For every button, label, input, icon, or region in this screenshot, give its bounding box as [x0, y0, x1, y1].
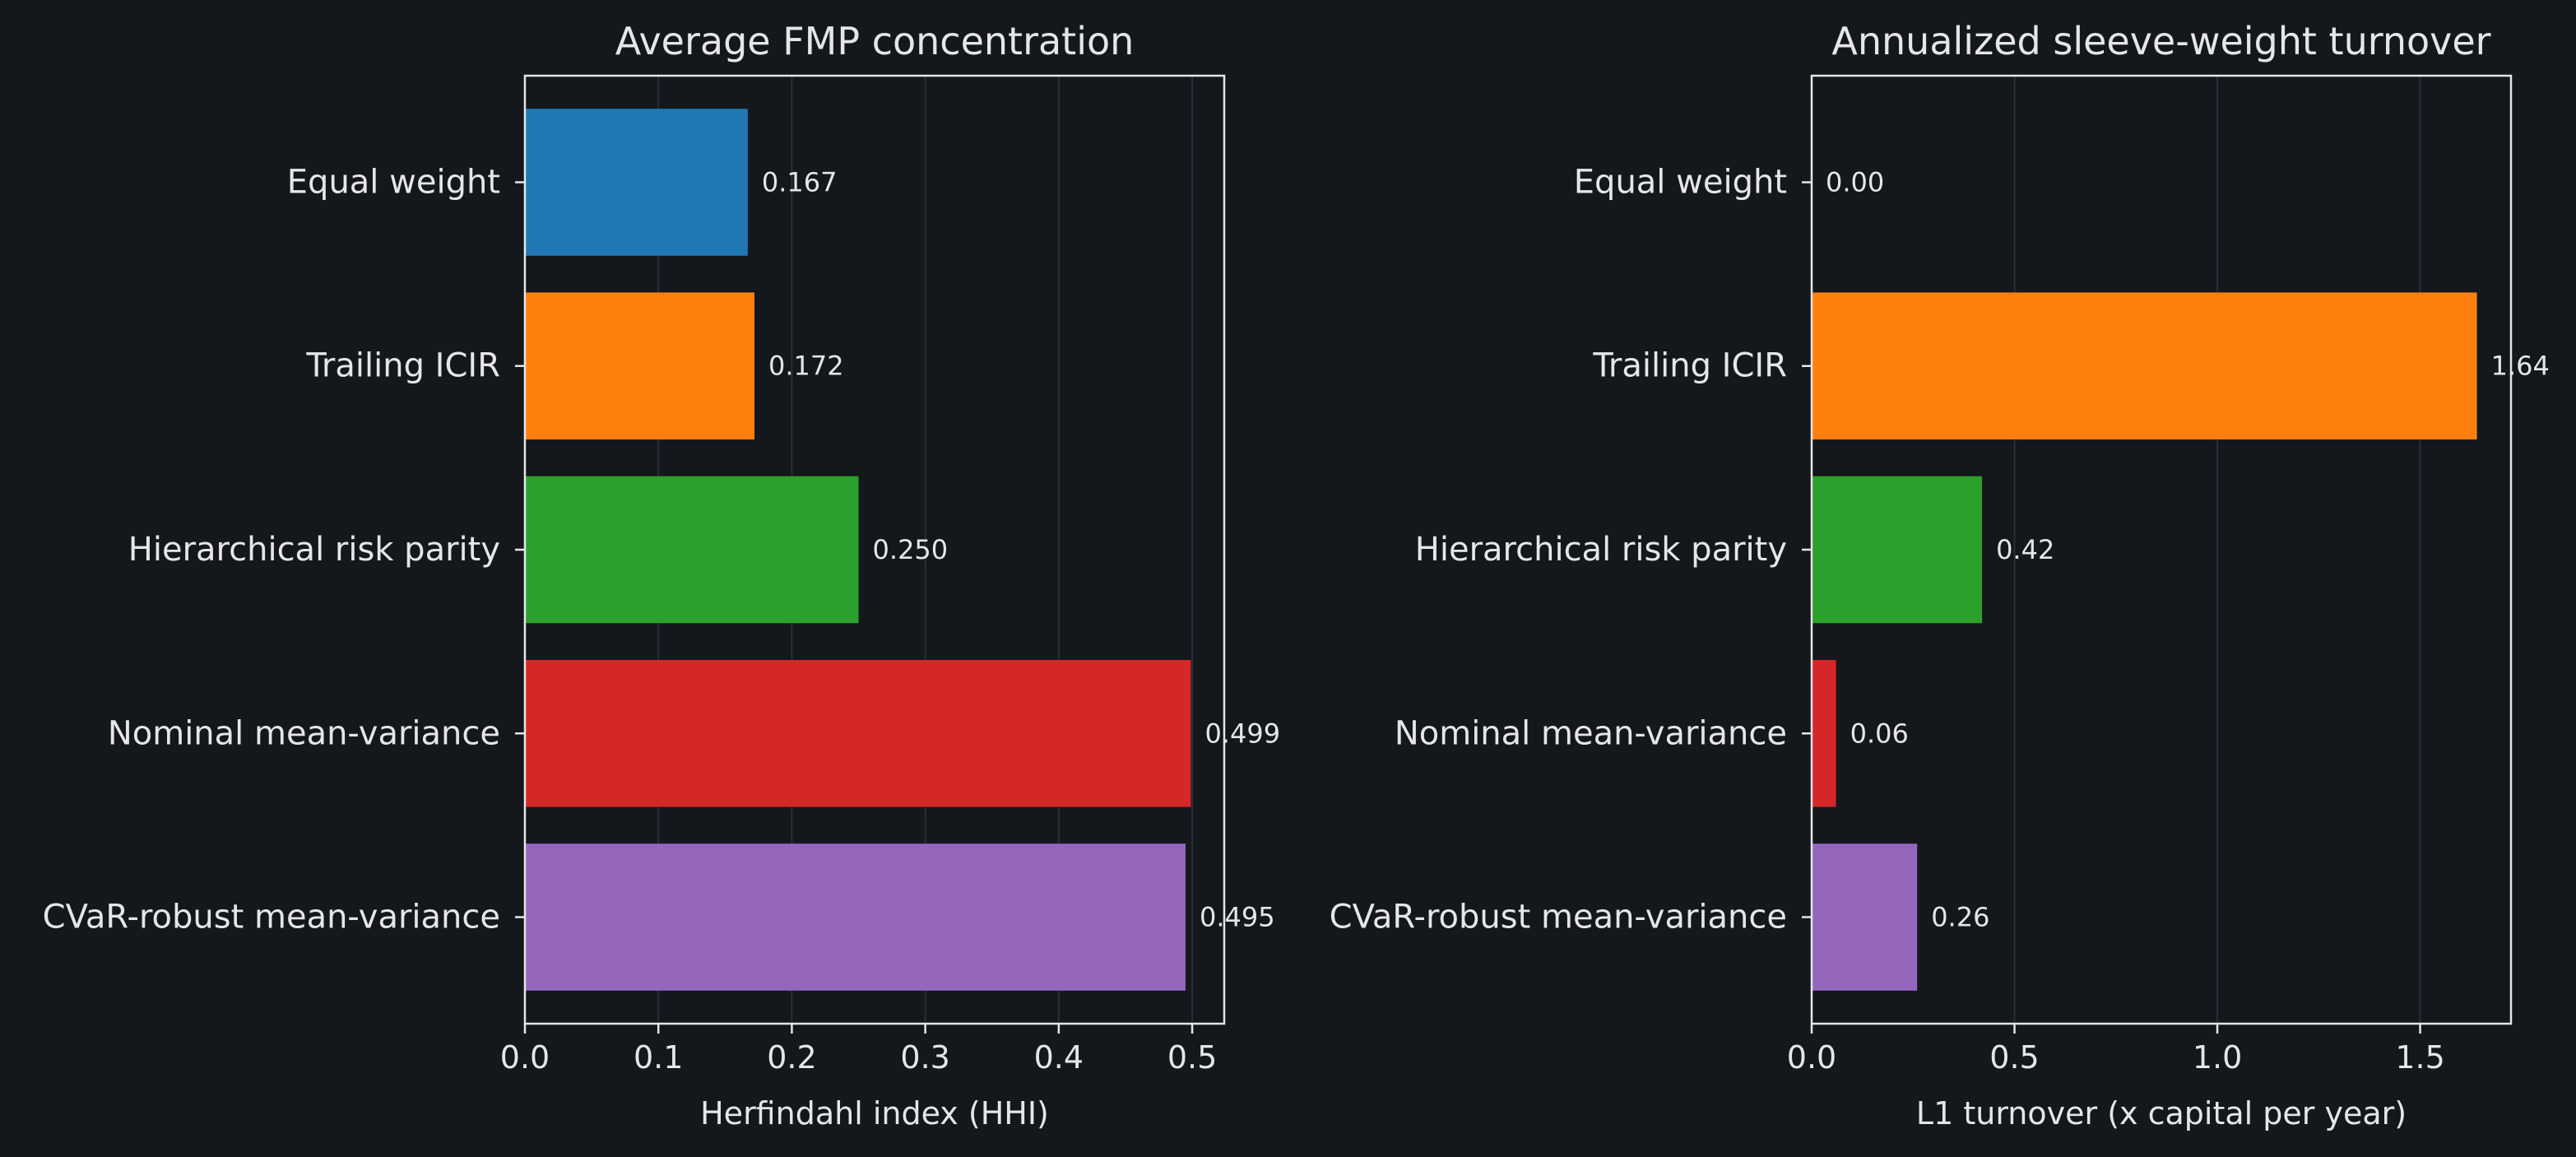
y-tick-label: Trailing ICIR — [1592, 347, 1787, 385]
data-label: 0.250 — [873, 534, 949, 565]
data-label: 0.495 — [1200, 902, 1275, 933]
data-label: 0.42 — [1996, 534, 2054, 565]
bar — [1812, 659, 1836, 807]
data-label: 1.64 — [2491, 351, 2550, 382]
bar — [525, 109, 748, 256]
plot-frame — [523, 74, 1226, 1025]
data-label: 0.26 — [1931, 902, 1989, 933]
x-tick-label: 1.0 — [2193, 1039, 2242, 1076]
x-tick-label: 0.5 — [1167, 1039, 1217, 1076]
chart-title: Average FMP concentration — [615, 19, 1135, 63]
x-tick-label: 0.2 — [767, 1039, 816, 1076]
x-axis-label: Herfindahl index (HHI) — [700, 1095, 1049, 1131]
bar — [1812, 476, 1983, 624]
chart-title: Annualized sleeve-weight turnover — [1831, 19, 2490, 63]
data-label: 0.00 — [1826, 166, 1884, 197]
bar — [525, 292, 755, 440]
x-tick-label: 0.0 — [1787, 1039, 1836, 1076]
data-label: 0.172 — [768, 351, 844, 382]
y-tick-label: Hierarchical risk parity — [1415, 531, 1787, 569]
y-tick-label: Equal weight — [287, 163, 500, 201]
bar — [525, 476, 859, 624]
x-tick-label: 0.5 — [1989, 1039, 2039, 1076]
data-label: 0.167 — [762, 166, 838, 197]
x-axis-label: L1 turnover (x capital per year) — [1916, 1095, 2407, 1131]
y-tick-label: Nominal mean-variance — [108, 714, 500, 752]
x-tick-label: 1.5 — [2395, 1039, 2444, 1076]
x-tick-label: 0.4 — [1034, 1039, 1084, 1076]
bar — [1812, 292, 2477, 440]
bar — [1812, 843, 1918, 991]
y-tick-label: Equal weight — [1574, 163, 1787, 201]
y-tick-label: Nominal mean-variance — [1395, 714, 1787, 752]
y-tick-label: CVaR-robust mean-variance — [1330, 899, 1787, 936]
panel-hhi-concentration: Equal weight 0.167 Trailing ICIR 0.172 Hiera… — [43, 19, 1280, 1131]
data-label: 0.06 — [1850, 718, 1909, 749]
y-tick-label: Hierarchical risk parity — [128, 531, 500, 569]
x-tick-label: 0.0 — [500, 1039, 550, 1076]
data-label: 0.499 — [1204, 718, 1280, 749]
bar — [525, 843, 1186, 991]
y-tick-label: CVaR-robust mean-variance — [43, 899, 500, 936]
bar — [525, 659, 1191, 807]
panel-turnover: Equal weight 0.00 Trailing ICIR 1.64 Hierarc… — [1330, 19, 2550, 1131]
plot-frame — [1810, 74, 2513, 1025]
x-tick-label: 0.1 — [634, 1039, 683, 1076]
x-tick-label: 0.3 — [900, 1039, 949, 1076]
y-tick-label: Trailing ICIR — [305, 347, 500, 385]
